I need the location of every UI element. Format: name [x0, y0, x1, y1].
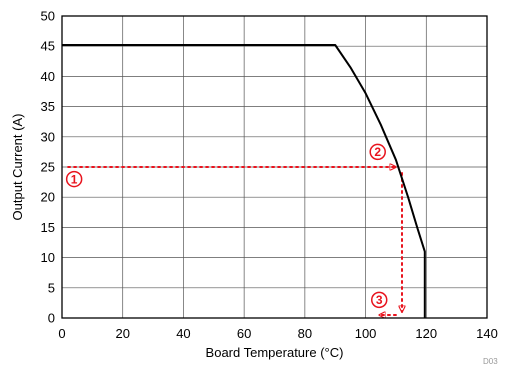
annotation-layer: 1 2 3: [65, 143, 402, 315]
y-tick-label: 5: [48, 280, 55, 295]
series-layer: [62, 44, 426, 318]
x-tick-label: 60: [237, 326, 251, 341]
y-tick-label: 45: [41, 39, 55, 54]
y-axis-label: Output Current (A): [10, 114, 25, 221]
y-tick-label: 40: [41, 69, 55, 84]
y-tick-label: 10: [41, 250, 55, 265]
y-tick-label: 20: [41, 190, 55, 205]
x-tick-label: 0: [58, 326, 65, 341]
y-tick-label: 0: [48, 311, 55, 326]
x-tick-label: 80: [298, 326, 312, 341]
x-tick-label: 140: [476, 326, 498, 341]
annotation-marker-3: [370, 291, 388, 309]
annotation-marker-2: [369, 143, 386, 161]
annotation-marker-1: [65, 170, 83, 188]
y-tick-label: 30: [41, 129, 55, 144]
y-tick-labels: 0 5 10 15 20 25 30 35 40 45 50: [41, 9, 55, 326]
x-tick-label: 20: [115, 326, 129, 341]
plot-frame: [61, 15, 488, 319]
y-tick-label: 50: [41, 9, 55, 24]
y-tick-label: 25: [41, 160, 55, 175]
x-tick-label: 120: [415, 326, 437, 341]
x-axis-label: Board Temperature (°C): [206, 345, 344, 360]
derating-curve: [62, 44, 426, 318]
x-tick-label: 40: [176, 326, 190, 341]
y-tick-label: 35: [41, 99, 55, 114]
annotation-marker-label: 3: [376, 293, 383, 307]
annotation-marker-label: 2: [374, 145, 381, 159]
y-tick-label: 15: [41, 220, 55, 235]
x-tick-labels: 0 20 40 60 80 100 120 140: [58, 326, 497, 341]
x-tick-label: 100: [355, 326, 377, 341]
annotation-marker-label: 1: [71, 172, 78, 186]
figure-id: D03: [483, 357, 498, 366]
